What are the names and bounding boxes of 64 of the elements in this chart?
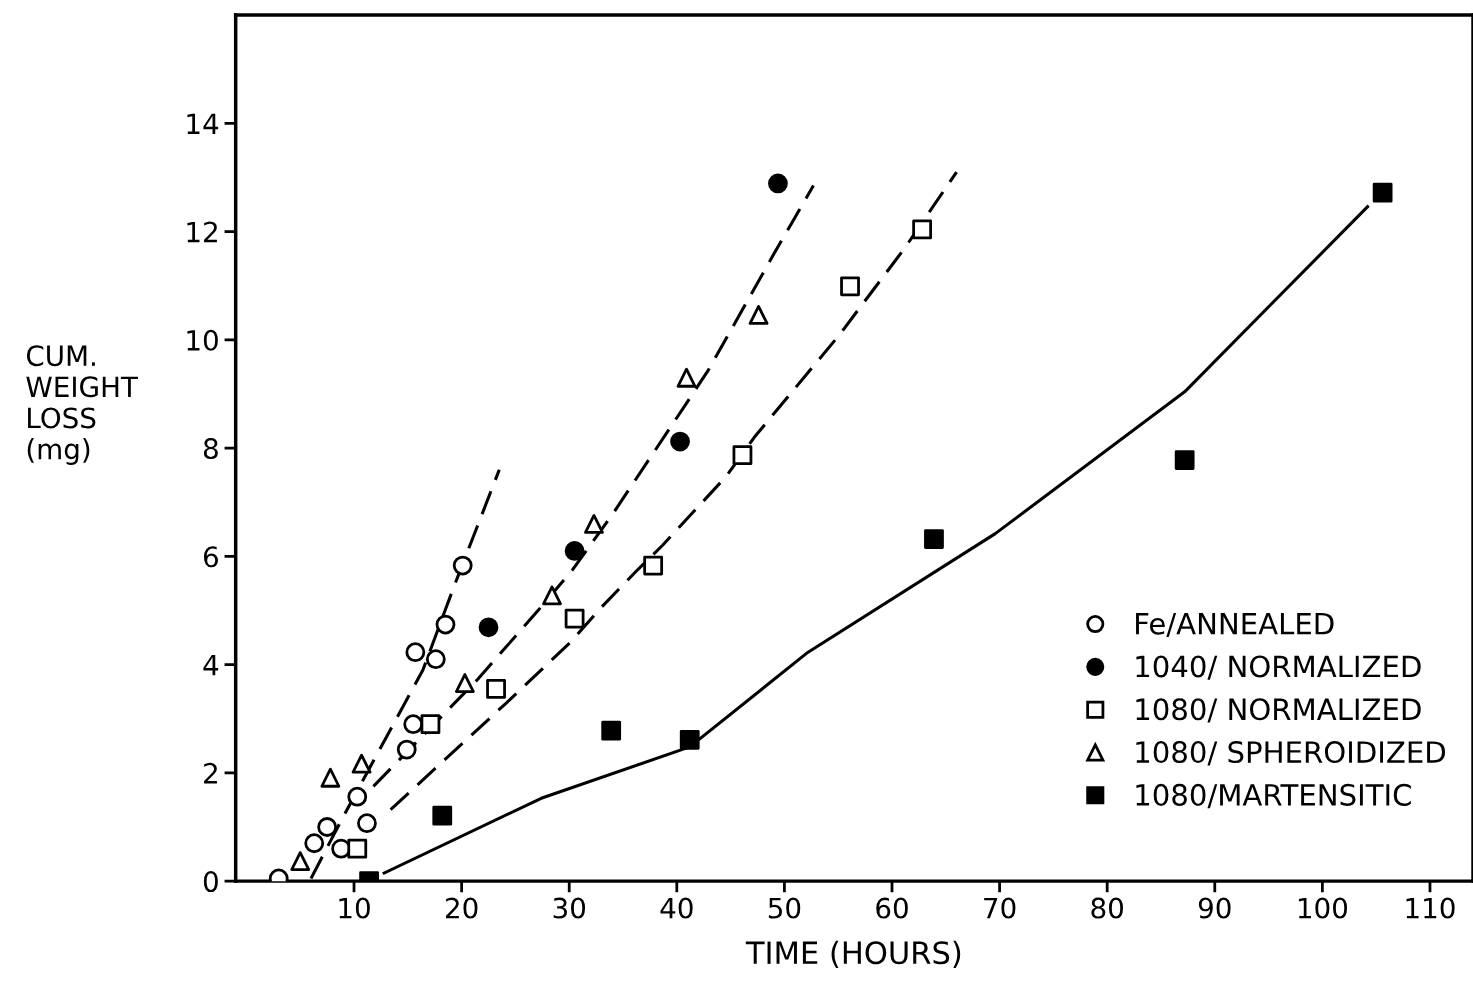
point: [542, 585, 562, 606]
x-tick-label: 40: [660, 897, 693, 919]
point: [670, 431, 690, 452]
x-tick-label: 60: [876, 897, 908, 919]
point: [564, 541, 585, 561]
line-series: [371, 184, 815, 788]
point: [840, 276, 860, 297]
point: [432, 805, 453, 826]
point: [564, 608, 585, 629]
point: [1372, 182, 1393, 203]
legend-label: 1080/MARTENSITIC: [1136, 783, 1411, 809]
point: [304, 833, 325, 854]
x-tick-label: 70: [984, 897, 1016, 919]
point: [676, 367, 697, 388]
y-tick-label: 6: [203, 546, 218, 568]
point: [425, 649, 446, 670]
legend-label: Fe/ANNEALED: [1136, 613, 1334, 637]
y-tick-label: 8: [203, 438, 218, 460]
point: [347, 786, 368, 807]
y-tick-label: 14: [187, 113, 219, 134]
x-tick-label: 90: [1198, 897, 1231, 919]
y-tick-label: 0: [203, 871, 218, 893]
point: [478, 617, 499, 638]
x-tick-label: 20: [445, 897, 478, 919]
point: [420, 714, 441, 735]
legend-label: 1080/ NORMALIZED: [1136, 698, 1421, 723]
y-tick-label: 4: [203, 654, 219, 676]
point: [748, 305, 769, 325]
point: [912, 219, 933, 240]
x-axis-title: TIME (HOURS): [745, 940, 961, 968]
point: [347, 838, 368, 859]
y-tick-label: 10: [187, 329, 218, 351]
point: [351, 753, 372, 774]
line-series: [389, 170, 959, 812]
point: [679, 729, 700, 750]
point: [732, 445, 753, 466]
x-tick-label: 10: [339, 897, 370, 919]
x-tick-label: 80: [1091, 897, 1124, 919]
point: [317, 817, 338, 837]
legend-label: 1040/ NORMALIZED: [1136, 655, 1421, 680]
y-tick-label: 12: [187, 221, 217, 243]
point: [403, 714, 424, 735]
point: [768, 173, 788, 194]
point: [486, 679, 506, 699]
point: [405, 642, 426, 663]
point: [1174, 450, 1195, 470]
x-tick-label: 100: [1298, 897, 1348, 919]
point: [924, 529, 944, 549]
point: [454, 673, 475, 693]
point: [320, 767, 341, 788]
point: [396, 739, 417, 760]
point: [290, 851, 311, 871]
x-tick-label: 30: [553, 897, 586, 919]
y-axis-title: CUM. WEIGHT LOSS (mg): [26, 345, 139, 465]
y-tick-label: 2: [204, 762, 217, 784]
point: [452, 555, 473, 576]
point: [643, 555, 664, 576]
point: [601, 720, 622, 741]
x-tick-label: 110: [1406, 897, 1455, 919]
legend-label: 1080/ SPHEROIDIZED: [1136, 741, 1446, 766]
point: [357, 813, 377, 834]
point: [435, 614, 456, 635]
point: [584, 514, 604, 534]
x-tick-label: 50: [768, 897, 801, 919]
